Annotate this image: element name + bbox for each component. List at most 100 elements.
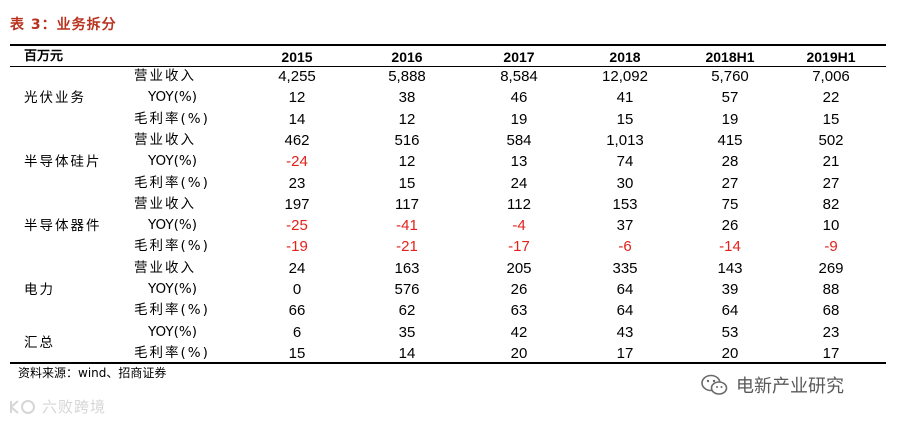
table-bottom-rule — [10, 362, 886, 364]
table-cell: 20 — [721, 344, 739, 362]
metric-label: YOY(%) — [148, 323, 198, 340]
table-cell: 7,006 — [812, 68, 850, 85]
watermark-left-text: 六败跨境 — [42, 398, 107, 416]
table-cell: 28 — [721, 153, 739, 171]
table-cell: 75 — [721, 195, 739, 213]
watermark-right-text: 电新产业研究 — [736, 376, 844, 397]
table-title: 表 3：业务拆分 — [10, 17, 117, 33]
table-row: 毛利率(%) 23 15 24 30 27 27 — [10, 173, 886, 194]
table-cell: 14 — [398, 344, 416, 362]
brand-logo-icon — [10, 399, 35, 414]
table-cell: 117 — [395, 195, 419, 213]
year-header: 2018H1 — [705, 49, 755, 65]
table-cell: 15 — [616, 110, 634, 128]
table-cell: 19 — [721, 110, 739, 128]
table-cell: 163 — [394, 259, 420, 277]
table-cell: 42 — [510, 323, 528, 341]
table-cell: 21 — [822, 153, 840, 171]
table-cell: 82 — [822, 195, 840, 213]
table-cell: 23 — [288, 174, 306, 192]
table-row: YOY(%) -25 -41 -4 37 26 10 — [10, 215, 886, 236]
metric-label: YOY(%) — [148, 217, 198, 234]
table-row: 毛利率(%) 14 12 19 15 19 15 — [10, 109, 886, 130]
table-cell: 88 — [822, 281, 840, 298]
segment-label: 半导体硅片 — [24, 154, 102, 171]
table-cell: 576 — [394, 281, 420, 298]
table-cell: -24 — [286, 153, 308, 171]
table-row: 毛利率(%) 66 62 63 64 64 68 — [10, 300, 886, 321]
table-cell: 64 — [616, 281, 634, 298]
table-cell: 462 — [284, 131, 310, 149]
table-row: YOY(%) 12 38 46 41 57 22 — [10, 87, 886, 108]
table-cell: 23 — [822, 323, 840, 341]
table-cell: 12 — [288, 89, 306, 107]
table-cell: 143 — [717, 259, 743, 277]
table-cell: 153 — [612, 195, 638, 213]
metric-label: YOY(%) — [148, 281, 198, 297]
table-top-rule — [10, 44, 886, 46]
watermark-right: 电新产业研究 — [700, 372, 844, 398]
year-header: 2016 — [391, 49, 423, 65]
table-cell: 12 — [398, 110, 416, 128]
segment-label: 半导体器件 — [24, 218, 102, 235]
table-cell: 19 — [510, 110, 528, 128]
table-cell: 39 — [721, 281, 739, 298]
table-cell: 62 — [398, 302, 416, 320]
table-cell: 43 — [616, 323, 634, 341]
table-cell: 4,255 — [278, 68, 316, 85]
year-header: 2015 — [281, 49, 313, 65]
table-cell: 35 — [398, 323, 416, 341]
table-cell: 5,888 — [388, 68, 426, 85]
segment-label: 电力 — [24, 282, 55, 299]
wechat-icon — [701, 374, 728, 395]
table-cell: -41 — [396, 217, 418, 235]
metric-label: YOY(%) — [148, 89, 198, 106]
table-cell: -6 — [618, 238, 632, 256]
table-cell: 415 — [717, 131, 743, 149]
table-cell: 584 — [506, 131, 532, 149]
metric-label: 毛利率(%) — [134, 174, 210, 191]
table-row: YOY(%) -24 12 13 74 28 21 — [10, 151, 886, 172]
table-row: 营业收入 4,255 5,888 8,584 12,092 5,760 7,006 — [10, 66, 886, 87]
table-cell: 15 — [822, 110, 840, 128]
metric-label: YOY(%) — [148, 153, 198, 170]
table-cell: 20 — [510, 344, 528, 362]
table-cell: 13 — [510, 153, 528, 171]
table-cell: -4 — [512, 217, 526, 235]
table-cell: 68 — [822, 302, 840, 320]
metric-label: 毛利率(%) — [134, 344, 210, 361]
table-cell: -21 — [396, 238, 418, 256]
table-cell: 12,092 — [602, 68, 648, 85]
table-cell: 335 — [612, 259, 638, 277]
source-note: 资料来源：wind、招商证券 — [18, 366, 167, 380]
table-cell: 15 — [288, 344, 306, 362]
table-cell: 112 — [507, 195, 531, 213]
year-header: 2018 — [609, 49, 641, 65]
table-cell: 66 — [288, 302, 306, 320]
table-cell: 6 — [292, 323, 302, 341]
table-cell: 64 — [616, 302, 634, 320]
table-cell: 46 — [510, 89, 528, 107]
table-cell: 64 — [721, 302, 739, 320]
metric-label: 营业收入 — [134, 195, 196, 212]
table-cell: 41 — [616, 89, 634, 107]
table-cell: -9 — [824, 238, 838, 256]
segment-label: 光伏业务 — [24, 90, 86, 107]
table-cell: 27 — [822, 174, 840, 192]
table-cell: 63 — [510, 302, 528, 320]
unit-label: 百万元 — [24, 49, 64, 64]
table-row: 毛利率(%) -19 -21 -17 -6 -14 -9 — [10, 236, 886, 257]
table-cell: -25 — [286, 217, 308, 235]
table-cell: 27 — [721, 174, 739, 192]
table-row: 营业收入 462 516 584 1,013 415 502 — [10, 130, 886, 151]
table-cell: 197 — [284, 195, 310, 213]
table-row: YOY(%) 6 35 42 43 53 23 — [10, 322, 886, 343]
table-cell: 17 — [822, 344, 840, 362]
table-cell: 0 — [292, 281, 302, 298]
metric-label: 营业收入 — [134, 131, 196, 148]
metric-label: 营业收入 — [134, 259, 196, 276]
year-header: 2019H1 — [806, 49, 856, 65]
year-header: 2017 — [503, 49, 535, 65]
table-cell: 269 — [818, 259, 844, 277]
table-cell: 37 — [616, 217, 634, 235]
